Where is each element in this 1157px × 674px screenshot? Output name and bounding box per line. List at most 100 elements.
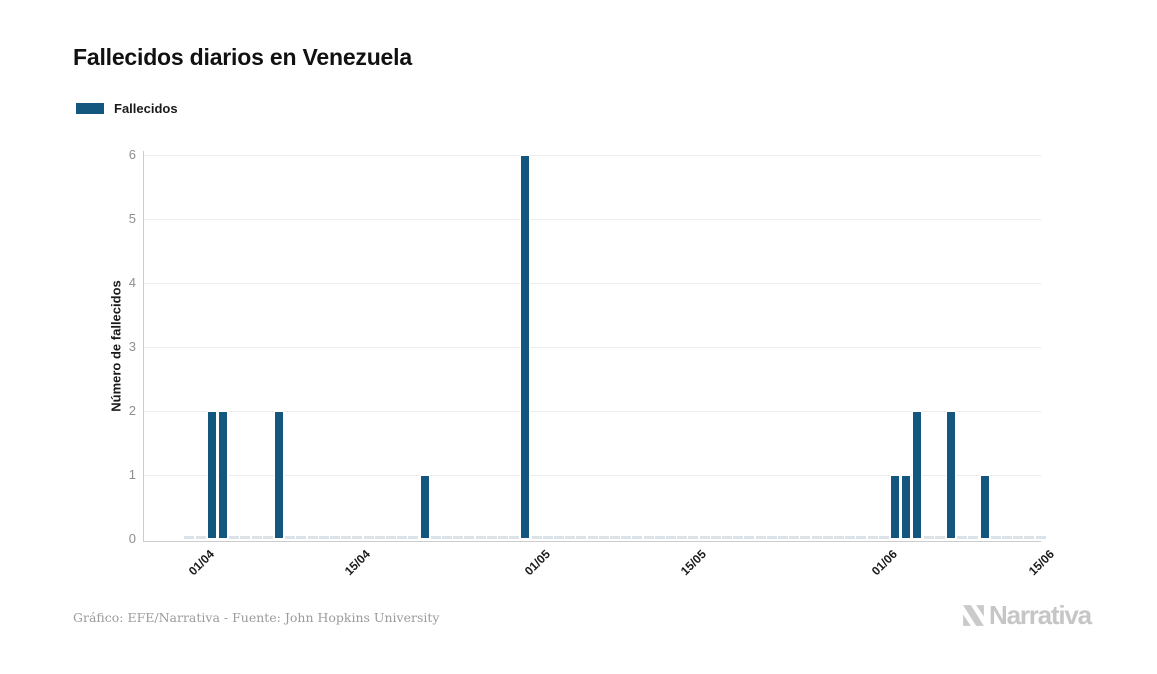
- gridline: [143, 411, 1041, 412]
- zero-bar: [665, 536, 676, 539]
- zero-bar: [262, 536, 273, 539]
- zero-bar: [957, 536, 968, 539]
- zero-bar: [408, 536, 419, 539]
- zero-bar: [755, 536, 766, 539]
- zero-bar: [766, 536, 777, 539]
- x-tick-label: 15/05: [678, 547, 710, 579]
- zero-bar: [990, 536, 1001, 539]
- zero-bar: [565, 536, 576, 539]
- y-tick-label: 3: [128, 339, 136, 354]
- zero-bar: [542, 536, 553, 539]
- gridline: [143, 475, 1041, 476]
- bar-02-04[interactable]: [217, 411, 228, 539]
- zero-bar: [184, 536, 195, 539]
- zero-bar: [1035, 536, 1046, 539]
- x-tick-label: 15/06: [1025, 547, 1057, 579]
- zero-bar: [867, 536, 878, 539]
- zero-bar: [453, 536, 464, 539]
- zero-bar: [576, 536, 587, 539]
- zero-bar: [733, 536, 744, 539]
- zero-bar: [385, 536, 396, 539]
- zero-bar: [497, 536, 508, 539]
- zero-bar: [318, 536, 329, 539]
- zero-bar: [296, 536, 307, 539]
- bar-09-06[interactable]: [979, 475, 990, 539]
- zero-bar: [509, 536, 520, 539]
- legend-item-fallecidos[interactable]: Fallecidos: [76, 101, 178, 116]
- zero-bar: [800, 536, 811, 539]
- gridline: [143, 283, 1041, 284]
- zero-bar: [229, 536, 240, 539]
- zero-bar: [553, 536, 564, 539]
- x-tick-label: 01/05: [521, 547, 553, 579]
- zero-bar: [621, 536, 632, 539]
- bar-07-04[interactable]: [273, 411, 284, 539]
- zero-bar: [486, 536, 497, 539]
- gridline: [143, 155, 1041, 156]
- zero-bar: [699, 536, 710, 539]
- bar-20-04[interactable]: [419, 475, 430, 539]
- zero-bar: [878, 536, 889, 539]
- zero-bar: [1001, 536, 1012, 539]
- y-tick-label: 4: [128, 275, 136, 290]
- gridline: [143, 347, 1041, 348]
- zero-bar: [934, 536, 945, 539]
- zero-bar: [688, 536, 699, 539]
- y-tick-label: 2: [128, 403, 136, 418]
- x-tick-label: 15/04: [342, 547, 374, 579]
- y-tick-label: 5: [128, 211, 136, 226]
- zero-bar: [285, 536, 296, 539]
- zero-bar: [441, 536, 452, 539]
- y-tick-label: 0: [128, 531, 136, 546]
- x-tick-label: 01/06: [868, 547, 900, 579]
- zero-bar: [374, 536, 385, 539]
- zero-bar: [329, 536, 340, 539]
- x-axis-line: [143, 541, 1041, 542]
- zero-bar: [430, 536, 441, 539]
- zero-bar: [677, 536, 688, 539]
- zero-bar: [811, 536, 822, 539]
- zero-bar: [195, 536, 206, 539]
- narrativa-logo: Narrativa: [961, 600, 1092, 631]
- zero-bar: [531, 536, 542, 539]
- zero-bar: [397, 536, 408, 539]
- y-tick-label: 6: [128, 147, 136, 162]
- bar-06-06[interactable]: [945, 411, 956, 539]
- zero-bar: [632, 536, 643, 539]
- zero-bar: [654, 536, 665, 539]
- bar-29-04[interactable]: [520, 155, 531, 539]
- footer-credit: Gráfico: EFE/Narrativa - Fuente: John Ho…: [73, 610, 440, 625]
- logo-text: Narrativa: [989, 600, 1092, 630]
- gridline: [143, 219, 1041, 220]
- legend-label: Fallecidos: [114, 101, 178, 116]
- bar-01-06[interactable]: [889, 475, 900, 539]
- zero-bar: [856, 536, 867, 539]
- narrativa-n-icon: [963, 605, 984, 626]
- zero-bar: [833, 536, 844, 539]
- zero-bar: [1013, 536, 1024, 539]
- zero-bar: [609, 536, 620, 539]
- zero-bar: [363, 536, 374, 539]
- zero-bar: [307, 536, 318, 539]
- zero-bar: [923, 536, 934, 539]
- zero-bar: [598, 536, 609, 539]
- legend-swatch-icon: [76, 103, 104, 114]
- bar-02-06[interactable]: [901, 475, 912, 539]
- y-tick-label: 1: [128, 467, 136, 482]
- zero-bar: [721, 536, 732, 539]
- zero-bar: [1024, 536, 1035, 539]
- bar-01-04[interactable]: [206, 411, 217, 539]
- zero-bar: [587, 536, 598, 539]
- x-tick-label: 01/04: [185, 547, 217, 579]
- zero-bar: [845, 536, 856, 539]
- zero-bar: [744, 536, 755, 539]
- zero-bar: [777, 536, 788, 539]
- bar-03-06[interactable]: [912, 411, 923, 539]
- zero-bar: [464, 536, 475, 539]
- y-axis-line: [143, 151, 144, 542]
- zero-bar: [251, 536, 262, 539]
- zero-bar: [710, 536, 721, 539]
- zero-bar: [643, 536, 654, 539]
- zero-bar: [822, 536, 833, 539]
